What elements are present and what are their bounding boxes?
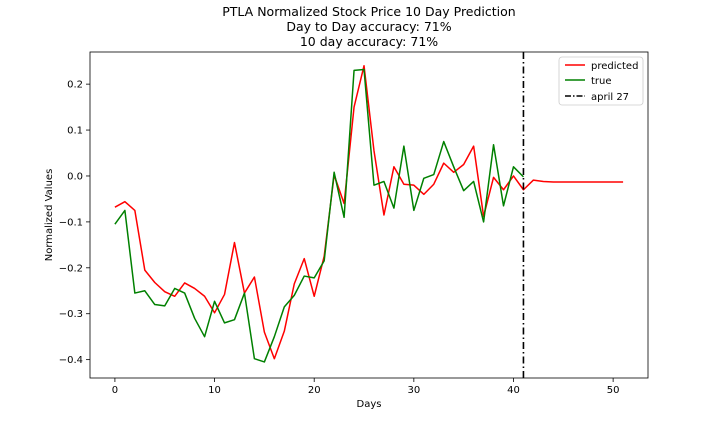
y-tick-label: 0.2 — [67, 80, 83, 91]
x-axis-label: Days — [357, 399, 382, 410]
y-tick-label: −0.4 — [59, 355, 83, 366]
legend: predicted true april 27 — [558, 56, 644, 106]
x-tick-label: 50 — [607, 385, 620, 396]
y-axis-label: Normalized Values — [44, 169, 55, 262]
y-tick-label: −0.3 — [59, 309, 83, 320]
y-tick-label: 0.0 — [67, 171, 83, 182]
x-tick-label: 30 — [407, 385, 420, 396]
y-axis-ticks: −0.4 −0.3 −0.2 −0.1 0.0 0.1 0.2 — [59, 80, 90, 366]
chart-title-line-3: 10 day accuracy: 71% — [300, 34, 438, 49]
x-tick-label: 0 — [112, 385, 118, 396]
chart-title-line-1: PTLA Normalized Stock Price 10 Day Predi… — [222, 4, 515, 19]
x-tick-label: 40 — [507, 385, 520, 396]
legend-label-april-27: april 27 — [591, 92, 629, 103]
legend-box — [558, 56, 644, 106]
y-tick-label: −0.2 — [59, 263, 83, 274]
y-tick-label: 0.1 — [67, 126, 83, 137]
x-tick-label: 20 — [308, 385, 321, 396]
series-line-true — [114, 68, 524, 363]
y-tick-label: −0.1 — [59, 217, 83, 228]
x-tick-label: 10 — [208, 385, 221, 396]
series-line-predicted — [114, 65, 624, 360]
legend-label-predicted: predicted — [591, 61, 638, 72]
legend-label-true: true — [591, 76, 612, 87]
plot-frame — [89, 51, 649, 379]
x-axis-ticks: 0 10 20 30 40 50 — [112, 378, 620, 396]
chart-title-line-2: Day to Day accuracy: 71% — [286, 19, 451, 34]
series-layer — [114, 52, 624, 378]
